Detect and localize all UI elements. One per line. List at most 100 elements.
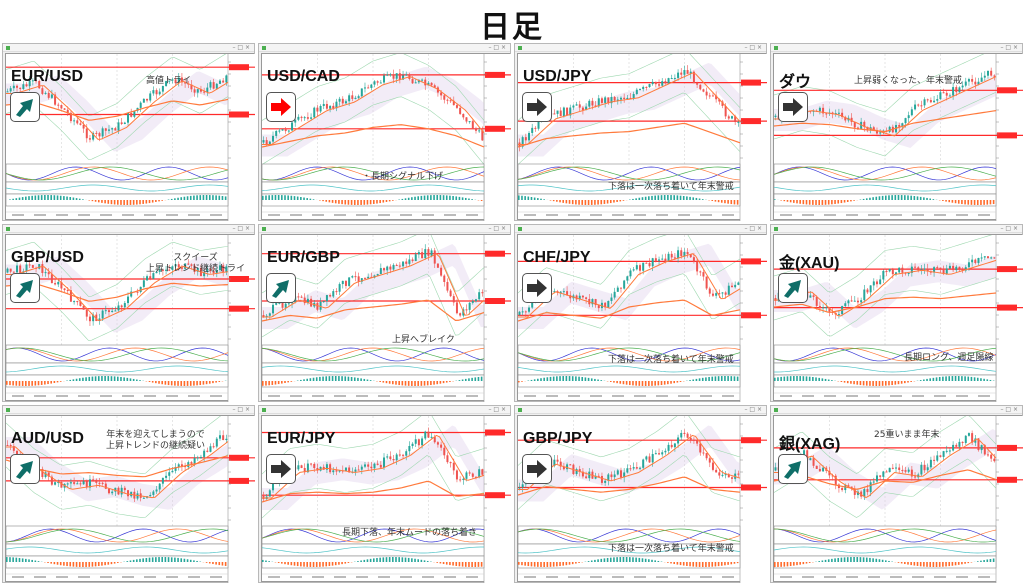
candlestick: [671, 254, 673, 258]
trend-arrow-badge: [522, 454, 552, 484]
candlestick: [522, 311, 524, 312]
candlestick: [857, 301, 859, 303]
window-controls[interactable]: – □ ×: [232, 44, 250, 52]
candlestick: [873, 482, 875, 483]
chart-icon: [6, 46, 10, 50]
candlestick: [446, 100, 448, 101]
candlestick: [889, 269, 891, 271]
candlestick: [936, 455, 938, 460]
window-controls[interactable]: – □ ×: [744, 225, 762, 233]
candlestick: [645, 456, 647, 459]
candlestick: [431, 437, 433, 438]
window-controls[interactable]: – □ ×: [1000, 44, 1018, 52]
candlestick: [206, 451, 208, 452]
candlestick: [636, 467, 638, 469]
candlestick: [655, 453, 657, 454]
price-chart[interactable]: USD/CAD・長期シグナル下げ: [261, 53, 510, 220]
candlestick: [79, 483, 81, 484]
chart-icon: [518, 46, 522, 50]
window-titlebar: – □ ×: [259, 225, 510, 233]
price-chart[interactable]: 銀(XAG)25重いまま年末: [773, 415, 1022, 582]
window-titlebar: – □ ×: [515, 44, 766, 52]
candlestick: [649, 456, 651, 462]
note-line: 下落は一次落ち着いて年末警戒: [608, 182, 734, 193]
symbol-label: GBP/JPY: [523, 430, 592, 448]
candlestick: [813, 458, 815, 466]
candlestick: [89, 138, 91, 139]
candlestick: [76, 120, 78, 123]
candlestick: [124, 123, 126, 124]
window-controls[interactable]: – □ ×: [744, 44, 762, 52]
candlestick: [604, 97, 606, 103]
candlestick: [987, 256, 989, 258]
candlestick: [977, 258, 979, 263]
candlestick: [563, 108, 565, 117]
candlestick: [866, 489, 868, 492]
candlestick: [825, 113, 827, 114]
candlestick: [946, 451, 948, 452]
candlestick: [639, 265, 641, 271]
window-controls[interactable]: – □ ×: [232, 225, 250, 233]
candlestick: [633, 94, 635, 98]
candlestick: [943, 92, 945, 93]
candlestick: [879, 132, 881, 133]
candlestick: [19, 88, 21, 89]
window-controls[interactable]: – □ ×: [744, 406, 762, 414]
candlestick: [943, 451, 945, 457]
trend-arrow-badge: [778, 454, 808, 484]
window-controls[interactable]: – □ ×: [488, 44, 506, 52]
candlestick: [446, 455, 448, 462]
candlestick: [156, 90, 158, 94]
candlestick: [427, 432, 429, 438]
candlestick: [990, 71, 992, 76]
candlestick: [687, 434, 689, 438]
candlestick: [939, 268, 941, 269]
indicator-pane: [6, 363, 228, 375]
price-chart[interactable]: ダウ上昇弱くなった、年末警戒: [773, 53, 1022, 220]
candlestick: [41, 88, 43, 94]
candlestick: [437, 264, 439, 268]
candlestick: [620, 98, 622, 100]
candlestick: [450, 462, 452, 463]
indicator-pane: [518, 526, 740, 544]
candlestick: [522, 484, 524, 487]
candlestick: [936, 99, 938, 101]
price-chart[interactable]: 金(XAU)長期ロング、週足陽線: [773, 234, 1022, 401]
chart-window[interactable]: – □ ×ダウ上昇弱くなった、年末警戒: [770, 43, 1023, 221]
chart-window[interactable]: – □ ×金(XAU)長期ロング、週足陽線: [770, 224, 1023, 402]
candlestick: [304, 117, 306, 118]
candlestick: [121, 122, 123, 124]
window-controls[interactable]: – □ ×: [488, 406, 506, 414]
candlestick: [683, 433, 685, 434]
candlestick: [566, 464, 568, 469]
candlestick: [626, 98, 628, 99]
chart-window[interactable]: – □ ×銀(XAG)25重いまま年末: [770, 405, 1023, 583]
candlestick: [301, 117, 303, 118]
candlestick: [329, 106, 331, 109]
candlestick: [924, 99, 926, 105]
window-controls[interactable]: – □ ×: [488, 225, 506, 233]
note-line: 長期ロング、週足陽線: [904, 353, 993, 364]
candlestick: [614, 97, 616, 101]
window-controls[interactable]: – □ ×: [1000, 406, 1018, 414]
window-controls[interactable]: – □ ×: [232, 406, 250, 414]
candlestick: [604, 481, 606, 483]
window-controls[interactable]: – □ ×: [1000, 225, 1018, 233]
chart-window[interactable]: – □ ×USD/CAD・長期シグナル下げ: [258, 43, 511, 221]
